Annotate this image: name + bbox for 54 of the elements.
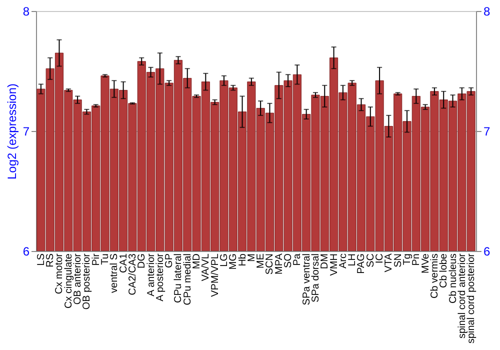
x-tick-label: VPM/VPL bbox=[210, 253, 221, 297]
y-tick-label: 7 bbox=[22, 124, 30, 138]
x-tick-label: Cb nucleus bbox=[448, 254, 459, 304]
y-tick-label: 8 bbox=[22, 4, 30, 18]
x-tick-label: MG bbox=[228, 253, 240, 270]
x-tick-label: LH bbox=[347, 254, 358, 266]
x-tick-label: SC bbox=[365, 254, 376, 268]
x-tick-label: IC bbox=[374, 254, 386, 264]
x-tick-label: Arc bbox=[338, 254, 349, 268]
x-tick-label: CPu medial bbox=[182, 254, 194, 306]
y-tick-label: 6 bbox=[22, 244, 30, 258]
x-tick-label: ME bbox=[256, 253, 267, 268]
x-tick-label: Cx motor bbox=[54, 252, 66, 294]
x-tick-label: Pa bbox=[292, 253, 304, 266]
x-tick-label: OB posterior bbox=[82, 252, 93, 310]
x-tick-label: M bbox=[246, 254, 258, 262]
x-tick-label: Pn bbox=[411, 254, 422, 266]
x-tick-label: DG bbox=[136, 253, 148, 268]
y2-tick-label: 8 bbox=[484, 4, 490, 18]
x-tick-label: Cb vermis bbox=[429, 254, 440, 299]
x-tick-label: SPa ventral bbox=[301, 254, 312, 306]
x-tick-label: LS bbox=[36, 253, 47, 266]
x-tick-label: VA/VL bbox=[200, 253, 212, 282]
x-tick-label: Pir bbox=[90, 252, 102, 266]
x-tick-label: Cx cingulate bbox=[63, 253, 74, 309]
x-tick-label: SPa dorsal bbox=[310, 254, 322, 302]
x-tick-label: Hb bbox=[237, 253, 248, 266]
x-tick-label: CA1 bbox=[118, 253, 130, 273]
y2-tick-label: 6 bbox=[484, 244, 490, 258]
x-tick-label: A posterior bbox=[154, 252, 166, 302]
x-tick-label: SN bbox=[392, 254, 404, 268]
x-tick-label: spinal cord anterior bbox=[456, 252, 468, 339]
x-tick-label: Tu bbox=[100, 254, 111, 265]
x-tick-label: spinal cord posterior bbox=[466, 252, 478, 344]
x-tick-label: VMH bbox=[328, 254, 340, 276]
y2-tick-label: 7 bbox=[484, 124, 490, 138]
x-tick-label: Cb lobe bbox=[438, 253, 450, 288]
x-tick-label: OB anterior bbox=[72, 252, 84, 305]
x-tick-label: VTA bbox=[384, 253, 395, 272]
x-tick-label: RS bbox=[45, 253, 56, 268]
x-tick-label: DM bbox=[320, 254, 331, 270]
x-tick-label: A anterior bbox=[146, 252, 157, 296]
x-tick-label: MVe bbox=[420, 253, 432, 274]
x-tick-label: PAG bbox=[356, 253, 368, 274]
x-tick-label: SCN bbox=[264, 254, 276, 275]
x-tick-label: GP bbox=[164, 253, 176, 268]
x-tick-label: SO bbox=[283, 253, 294, 268]
y-axis-title: Log2 (expression) bbox=[4, 83, 19, 180]
x-tick-label: MPA bbox=[274, 253, 285, 274]
x-tick-label: LG bbox=[218, 253, 230, 267]
x-tick-label: CPu lateral bbox=[173, 254, 184, 303]
x-tick-label: ventral S bbox=[109, 253, 120, 293]
x-tick-label: CA2/CA3 bbox=[127, 253, 138, 296]
x-tick-label: Tg bbox=[402, 254, 413, 266]
